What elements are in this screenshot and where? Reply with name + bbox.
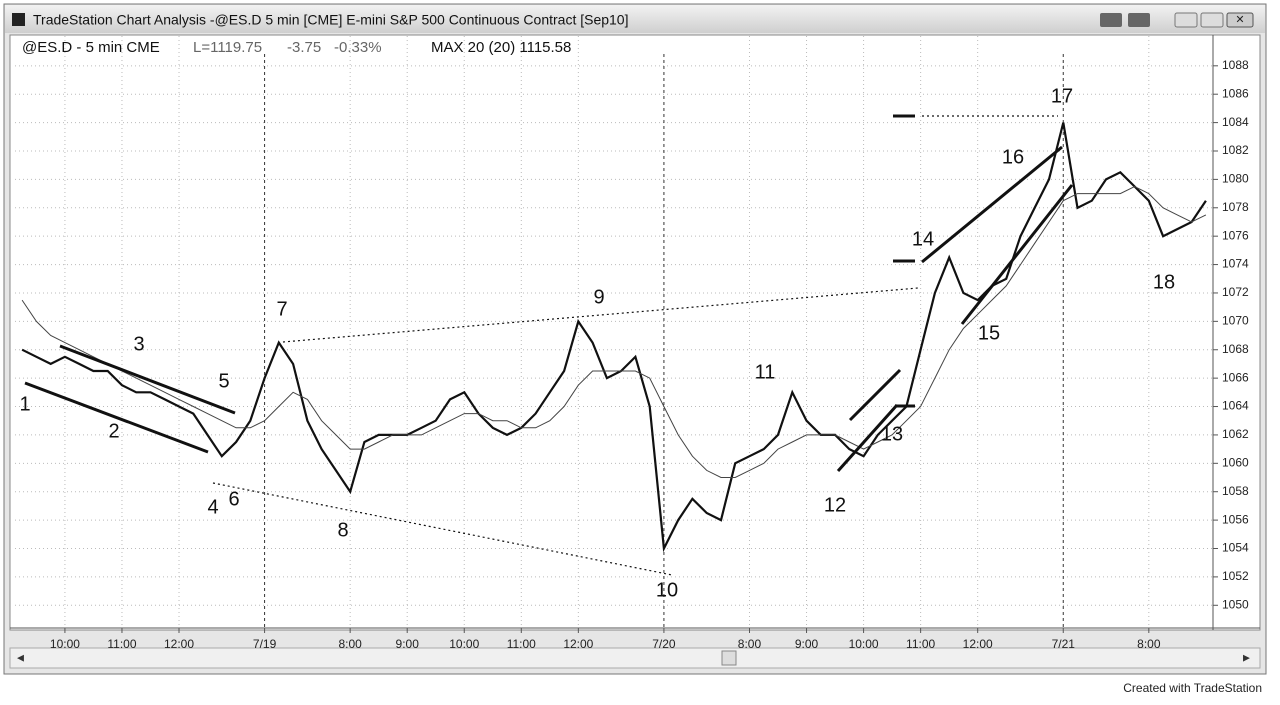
y-tick-label: 1068 [1222, 342, 1249, 356]
x-tick-label: 8:00 [1137, 637, 1161, 651]
annotation: 14 [912, 228, 934, 250]
scroll-thumb[interactable] [721, 650, 737, 666]
info-text: -0.33% [334, 39, 382, 56]
x-tick-label: 12:00 [164, 637, 194, 651]
x-tick-label: 7/19 [253, 637, 277, 651]
x-tick-label: 11:00 [906, 637, 935, 651]
x-tick-label: 12:00 [963, 637, 993, 651]
annotation: 10 [656, 579, 678, 601]
x-tick-label: 8:00 [338, 637, 362, 651]
scroll-right[interactable]: ▶ [1243, 652, 1250, 662]
annotation: 15 [978, 322, 1000, 344]
title-bar [5, 5, 1265, 33]
annotation: 18 [1153, 271, 1175, 293]
x-tick-label: 11:00 [507, 637, 536, 651]
trend-line [960, 184, 1074, 325]
footer: Created with TradeStation [1123, 681, 1262, 695]
annotation: 7 [276, 298, 287, 320]
y-tick-label: 1062 [1222, 427, 1249, 441]
x-tick-label: 10:00 [50, 637, 80, 651]
y-tick-label: 1058 [1222, 484, 1249, 498]
scrollbar[interactable] [9, 647, 1261, 669]
info-text: L=1119.75 [193, 39, 262, 56]
x-tick-label: 10:00 [449, 637, 479, 651]
chart-area [9, 34, 1261, 631]
annotation: 3 [133, 333, 144, 355]
close-icon: ✕ [1235, 14, 1244, 26]
close-button[interactable] [1226, 12, 1254, 28]
y-tick-label: 1088 [1222, 58, 1249, 72]
annotation: 1 [19, 393, 30, 415]
trend-line [59, 344, 236, 415]
x-tick-label: 8:00 [738, 637, 762, 651]
y-tick-label: 1076 [1222, 228, 1249, 242]
price-line [21, 122, 1207, 553]
trend-line [24, 381, 209, 454]
x-tick-label: 11:00 [107, 637, 136, 651]
scroll-left[interactable]: ◀ [17, 652, 24, 662]
y-tick-label: 1050 [1222, 597, 1249, 611]
app-icon [12, 13, 25, 26]
annotation: 5 [218, 370, 229, 392]
annotation: 16 [1002, 146, 1024, 168]
annotation: 6 [228, 488, 239, 510]
x-tick-label: 9:00 [795, 637, 819, 651]
y-tick-label: 1056 [1222, 512, 1249, 526]
info-text: -3.75 [287, 39, 321, 56]
dotted-line [212, 482, 673, 576]
maximize-button[interactable] [1200, 12, 1224, 28]
info-text: @ES.D - 5 min CME [22, 39, 160, 56]
x-tick-label: 9:00 [396, 637, 420, 651]
x-tick-label: 7/21 [1052, 637, 1076, 651]
dotted-line [282, 287, 919, 343]
annotation: 2 [108, 420, 119, 442]
moving-average [21, 185, 1207, 478]
y-tick-label: 1070 [1222, 314, 1249, 328]
y-tick-label: 1078 [1222, 200, 1249, 214]
annotation: 8 [337, 519, 348, 541]
window-title: TradeStation Chart Analysis -@ES.D 5 min… [33, 12, 628, 28]
info-text: MAX 20 (20) 1115.58 [431, 39, 571, 56]
annotation: 12 [824, 494, 846, 516]
y-tick-label: 1072 [1222, 285, 1249, 299]
y-tick-label: 1086 [1222, 86, 1249, 100]
x-tick-label: 10:00 [849, 637, 879, 651]
y-tick-label: 1080 [1222, 172, 1249, 186]
toolbar-button[interactable] [1100, 13, 1122, 27]
y-tick-label: 1052 [1222, 569, 1249, 583]
annotation: 4 [207, 496, 218, 518]
annotation: 9 [593, 286, 604, 308]
y-tick-label: 1064 [1222, 399, 1249, 413]
y-tick-label: 1054 [1222, 541, 1249, 555]
y-tick-label: 1066 [1222, 370, 1249, 384]
annotation: 17 [1051, 85, 1073, 107]
toolbar-button[interactable] [1128, 13, 1150, 27]
minimize-button[interactable] [1174, 12, 1198, 28]
y-tick-label: 1060 [1222, 455, 1249, 469]
y-tick-label: 1082 [1222, 143, 1249, 157]
trend-line [836, 404, 899, 472]
x-tick-label: 12:00 [563, 637, 593, 651]
annotation: 11 [755, 361, 776, 383]
trend-line [921, 145, 1063, 264]
annotation: 13 [881, 423, 903, 445]
trend-line [848, 368, 902, 422]
x-tick-label: 7/20 [652, 637, 676, 651]
y-tick-label: 1074 [1222, 257, 1249, 271]
y-tick-label: 1084 [1222, 115, 1249, 129]
